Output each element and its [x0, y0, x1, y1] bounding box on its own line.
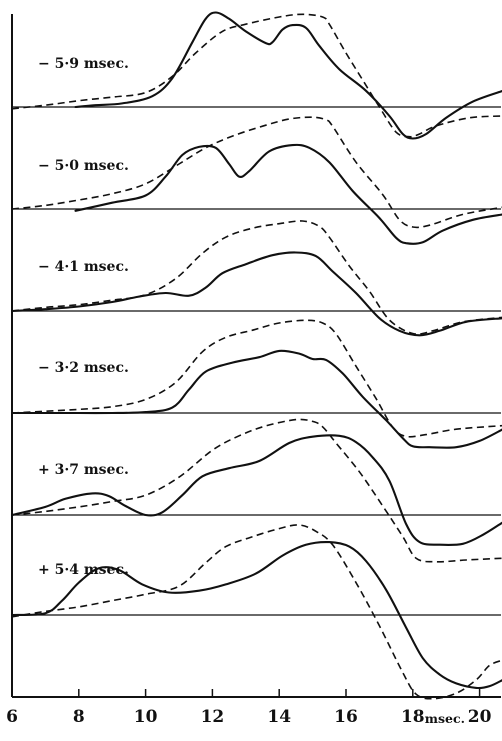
dashed-trace	[11, 418, 502, 563]
panel-3: − 4·1 msec.	[10, 220, 502, 337]
panel-label: − 4·1 msec.	[38, 259, 129, 275]
solid-trace	[74, 11, 502, 140]
panel-6: + 5·4 msec.	[10, 524, 502, 700]
x-tick-label: 6	[6, 707, 18, 727]
panel-1: − 5·9 msec.	[11, 11, 502, 140]
solid-trace	[10, 251, 502, 337]
x-tick-label: 18	[401, 707, 425, 727]
dashed-trace	[11, 13, 502, 138]
x-tick-label: 8	[73, 707, 85, 727]
panel-label: + 5·4 msec.	[38, 562, 129, 578]
panel-4: − 3·2 msec.	[10, 319, 502, 449]
panel-5: + 3·7 msec.	[10, 418, 502, 563]
panel-label: + 3·7 msec.	[38, 462, 129, 478]
dashed-trace	[11, 220, 502, 335]
panel-label: − 5·0 msec.	[38, 158, 129, 174]
solid-trace	[74, 143, 502, 245]
x-unit-label: msec.	[425, 711, 465, 726]
panels: − 5·9 msec. − 5·0 msec. − 4·1 msec. − 3·2 m…	[10, 11, 502, 700]
solid-trace	[10, 434, 502, 547]
dashed-trace	[11, 524, 502, 700]
panel-2: − 5·0 msec.	[11, 116, 502, 245]
x-tick-label: 16	[334, 707, 358, 727]
x-tick-label: 12	[201, 707, 225, 727]
solid-trace	[10, 349, 502, 449]
dashed-trace	[11, 116, 502, 229]
panel-label: − 3·2 msec.	[38, 360, 129, 376]
x-tick-label: 10	[134, 707, 158, 727]
dashed-trace	[11, 319, 502, 438]
x-tick-label: 14	[267, 707, 291, 727]
solid-trace	[10, 540, 502, 690]
x-tick-label: 20	[468, 707, 492, 727]
panel-label: − 5·9 msec.	[38, 56, 129, 72]
